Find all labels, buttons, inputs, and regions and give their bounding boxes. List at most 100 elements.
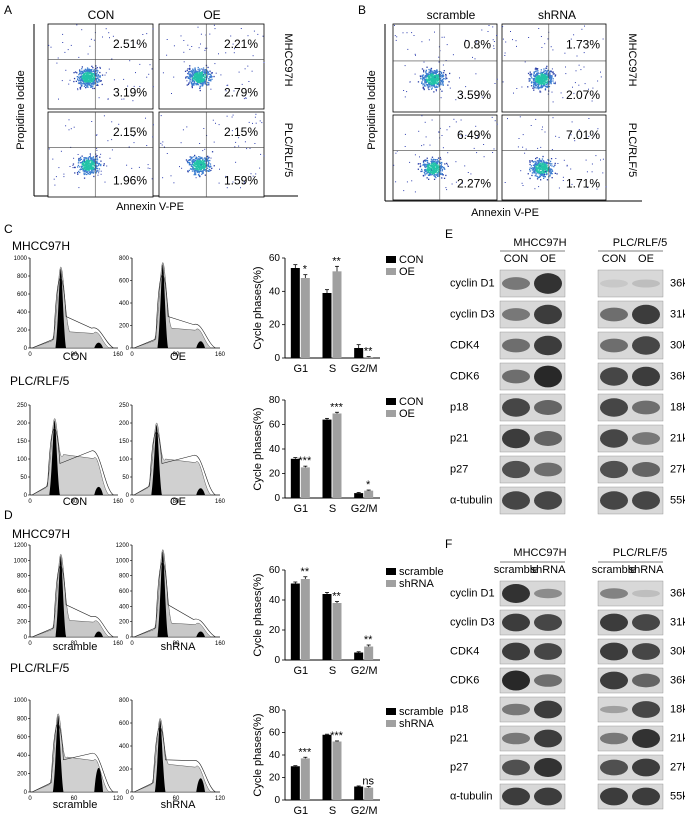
bar-chart-c-mhcc97h-legend-swatch — [386, 268, 396, 275]
hist-d-plc-shrna-ytick: 0 — [126, 790, 130, 796]
blot-e-membrane — [597, 455, 664, 484]
hist-d-plc-scramble: 0 200 400 600 800 1000 0 60 120 — [14, 698, 124, 802]
bar-chart-c-plc-xtick-label: G2/M — [351, 503, 378, 515]
blot-f-band — [632, 589, 660, 598]
blot-f-band — [632, 758, 660, 777]
bar-chart-c-mhcc97h-significance: * — [303, 264, 308, 276]
panel-label-a: A — [4, 3, 12, 17]
bar-chart-d-mhcc97h-bar-scramble-g1 — [290, 583, 300, 660]
blot-f-protein-label: p18 — [450, 704, 468, 716]
bar-chart-c-plc: 0 20 40 60 80 Cycle phases(%) G1 *** S *** G2/M * CO… — [252, 395, 424, 515]
bar-chart-c-mhcc97h-bar-con-g2m — [354, 348, 364, 358]
blot-e-band — [534, 365, 562, 388]
hist-c-mhcc-oe-ytick: 800 — [119, 256, 130, 262]
bar-chart-d-mhcc97h-significance: ** — [364, 634, 373, 646]
bar-chart-c-mhcc97h-xtick-label: G1 — [293, 363, 308, 375]
bar-chart-d-mhcc97h-significance: ** — [301, 566, 310, 578]
blot-f-kd-label: 27kD — [670, 762, 685, 774]
blot-f-band — [502, 759, 530, 776]
bar-chart-c-plc-legend-swatch — [386, 410, 396, 417]
blot-f-kd-label: 36kD — [670, 675, 685, 687]
blot-e-band — [600, 460, 628, 479]
panelC-hist-oe-1: OE — [170, 351, 186, 363]
blot-f-protein-label: p27 — [450, 762, 468, 774]
bar-chart-c-plc-ytick-label: 60 — [269, 420, 281, 431]
blot-e-band — [502, 491, 530, 510]
bar-chart-d-plc-significance: *** — [330, 730, 344, 742]
blot-f-band — [534, 614, 562, 631]
blot-f-band — [600, 705, 628, 714]
bar-chart-d-plc-ytick-label: 0 — [274, 795, 280, 806]
hist-c-plc-oe-ytick: 0 — [126, 493, 130, 499]
hist-c-mhcc-oe: 0 200 400 600 800 0 80 160 — [119, 256, 226, 358]
blot-e-band — [632, 279, 660, 288]
blot-f-kd-label: 55kD — [670, 791, 685, 803]
bar-chart-c-mhcc97h-bar-oe-s — [332, 271, 342, 358]
hist-c-mhcc-con-ytick: 200 — [17, 328, 28, 334]
hist-d-plc-shrna-xtick: 120 — [215, 796, 226, 802]
flow-b-mhcc-scramble: 0.8% 3.59% — [392, 23, 498, 113]
bar-chart-c-mhcc97h-bar-con-g1 — [290, 268, 300, 358]
bar-chart-d-mhcc97h-legend-swatch — [386, 580, 396, 587]
bar-chart-c-plc-bar-oe-g1 — [300, 467, 310, 498]
hist-c-mhcc-oe-xtick: 0 — [130, 352, 134, 358]
bar-chart-c-plc-bar-oe-g2m — [364, 490, 374, 498]
bar-chart-d-mhcc97h-xtick-label: S — [329, 665, 336, 677]
panelB-xlabel: Annexin V-PE — [471, 207, 539, 219]
panelC-hist-con-2: CON — [63, 496, 88, 508]
blot-e-kd-label: 30kD — [670, 340, 685, 352]
flow-b-mhcc-shrna: 1.73% 2.07% — [501, 23, 607, 113]
flow-b-mhcc-shrna-frame — [501, 23, 607, 113]
hist-d-mhcc-scramble: 0 200 400 600 800 1000 1200 0 80 160 — [14, 543, 124, 647]
hist-d-mhcc-shrna: 0 200 400 600 800 1000 1200 0 80 160 — [116, 543, 226, 647]
flow-b-plc-shrna-upper-right-percent: 7.01% — [566, 128, 600, 142]
flow-b-mhcc-shrna-lower-right-percent: 2.07% — [566, 88, 600, 102]
bar-chart-c-mhcc97h-legend-label: OE — [399, 266, 415, 278]
flow-a-plc-oe-upper-right-percent: 2.15% — [224, 125, 258, 139]
blot-f-kd-label: 31kD — [670, 617, 685, 629]
bar-chart-d-plc-legend-swatch — [386, 708, 396, 715]
hist-c-plc-con-xtick: 80 — [71, 499, 78, 505]
hist-c-plc-oe-ytick: 150 — [119, 439, 130, 445]
blot-e-band — [600, 429, 628, 448]
hist-d-plc-shrna-ytick: 800 — [119, 698, 130, 704]
flow-a-mhcc-con-lower-right-percent: 3.19% — [113, 85, 147, 99]
flow-b-plc-scramble-lower-right-percent: 2.27% — [457, 176, 491, 190]
hist-d-mhcc-shrna-ytick: 800 — [119, 574, 130, 580]
flow-a-plc-con: 2.15% 1.96% — [47, 111, 154, 198]
blot-e-band — [600, 491, 628, 510]
flow-a-mhcc-con-frame — [47, 23, 154, 110]
blot-e-lane-label: OE — [638, 253, 654, 265]
bar-chart-d-plc-ytick-label: 80 — [269, 705, 281, 716]
flow-b-plc-scramble-upper-right-percent: 6.49% — [457, 128, 491, 142]
hist-d-mhcc-shrna-xtick: 0 — [130, 641, 134, 647]
hist-c-plc-oe-xtick: 80 — [173, 499, 180, 505]
blot-f-protein-label: CDK6 — [450, 675, 479, 687]
hist-c-mhcc-con-xtick: 0 — [28, 352, 32, 358]
blot-f-band — [632, 673, 660, 688]
bar-chart-c-plc-xtick-label: G1 — [293, 503, 308, 515]
bar-chart-d-mhcc97h-ytick-label: 40 — [269, 595, 281, 606]
hist-c-plc-con-ytick: 250 — [17, 403, 28, 409]
blot-e-lane-label: OE — [540, 253, 556, 265]
blot-e-band — [632, 491, 660, 510]
bar-chart-d-plc-ytick-label: 60 — [269, 728, 281, 739]
bar-chart-c-mhcc97h-significance: ** — [364, 346, 373, 358]
panelA-row-plc: PLC/RLF/5 — [282, 123, 294, 177]
hist-c-mhcc-con-ytick: 600 — [17, 292, 28, 298]
blot-f-protein-label: cyclin D1 — [450, 588, 495, 600]
hist-d-plc-scramble-xtick: 60 — [71, 796, 78, 802]
bar-chart-d-plc-ytick-label: 40 — [269, 750, 281, 761]
bar-chart-d-plc-bar-shrna-g1 — [300, 758, 310, 800]
bar-chart-c-mhcc97h-ylabel: Cycle phases(%) — [252, 266, 264, 349]
panelA-row-mhcc: MHCC97H — [282, 33, 294, 86]
hist-d-mhcc-shrna-ytick: 0 — [126, 635, 130, 641]
panel-label-f: F — [445, 537, 452, 551]
blot-e-band — [502, 338, 530, 353]
hist-d-plc-scramble-xtick: 120 — [113, 796, 124, 802]
hist-d-mhcc-scramble-xtick: 0 — [28, 641, 32, 647]
blot-e-band — [632, 366, 660, 387]
blot-f-band — [600, 732, 628, 745]
